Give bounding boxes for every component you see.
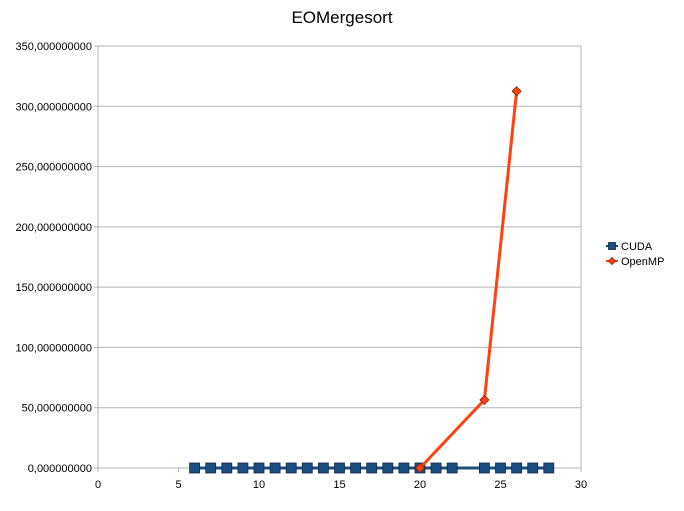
data-point-cuda <box>527 462 539 474</box>
gridlines <box>98 45 581 469</box>
data-point-cuda <box>253 462 265 474</box>
data-point-cuda <box>334 462 345 474</box>
y-tick-label: 200,000000000 <box>16 222 92 234</box>
legend-item-openmp: OpenMP <box>606 256 664 268</box>
data-point-cuda <box>430 462 442 474</box>
data-point-cuda <box>205 462 217 474</box>
series-line-openmp <box>418 91 519 470</box>
x-tick-label: 25 <box>494 479 506 491</box>
axes: 0,000000000 50,000000000 100,000000000 150,… <box>16 41 588 491</box>
x-tick-label: 5 <box>175 479 181 491</box>
series-openmp <box>414 86 522 474</box>
x-tick-label: 30 <box>575 479 587 491</box>
data-point-cuda <box>366 462 378 474</box>
x-tick-label: 20 <box>414 479 426 491</box>
data-point-cuda <box>382 462 394 474</box>
data-point-cuda <box>189 462 201 474</box>
data-point-openmp <box>511 86 522 97</box>
data-point-cuda <box>398 462 410 474</box>
series <box>189 86 555 474</box>
legend-item-cuda: CUDA <box>606 241 653 253</box>
legend-label-openmp: OpenMP <box>621 256 664 268</box>
data-point-cuda <box>350 462 362 474</box>
x-tick-label: 15 <box>333 479 345 491</box>
data-point-cuda <box>543 462 555 474</box>
data-point-cuda <box>285 462 297 474</box>
series-cuda <box>189 462 555 474</box>
data-point-cuda <box>301 462 313 474</box>
data-point-openmp <box>479 394 490 405</box>
data-point-openmp <box>414 462 426 474</box>
x-tick-label: 0 <box>95 479 101 491</box>
data-point-cuda <box>221 462 233 474</box>
y-tick-label: 300,000000000 <box>16 101 92 113</box>
data-point-cuda <box>495 462 506 474</box>
y-tick-label: 0,000000000 <box>28 463 92 475</box>
data-point-cuda <box>269 462 281 474</box>
y-tick-label: 150,000000000 <box>16 282 92 294</box>
legend-marker-cuda <box>608 242 616 250</box>
legend-marker-openmp <box>607 256 617 266</box>
data-point-cuda <box>478 462 490 474</box>
y-tick-label: 100,000000000 <box>16 342 92 354</box>
plot-area-border <box>97 45 582 469</box>
y-tick-label: 350,000000000 <box>16 41 92 53</box>
y-tick-label: 50,000000000 <box>22 403 92 415</box>
x-tick-label: 10 <box>253 479 265 491</box>
y-tick-label: 250,000000000 <box>16 162 92 174</box>
data-point-cuda <box>446 462 458 474</box>
data-point-cuda <box>237 462 249 474</box>
data-point-cuda <box>317 462 329 474</box>
legend: CUDA OpenMP <box>606 241 664 268</box>
legend-label-cuda: CUDA <box>621 241 653 253</box>
chart-title: EOMergesort <box>291 8 393 27</box>
data-point-cuda <box>511 462 523 474</box>
